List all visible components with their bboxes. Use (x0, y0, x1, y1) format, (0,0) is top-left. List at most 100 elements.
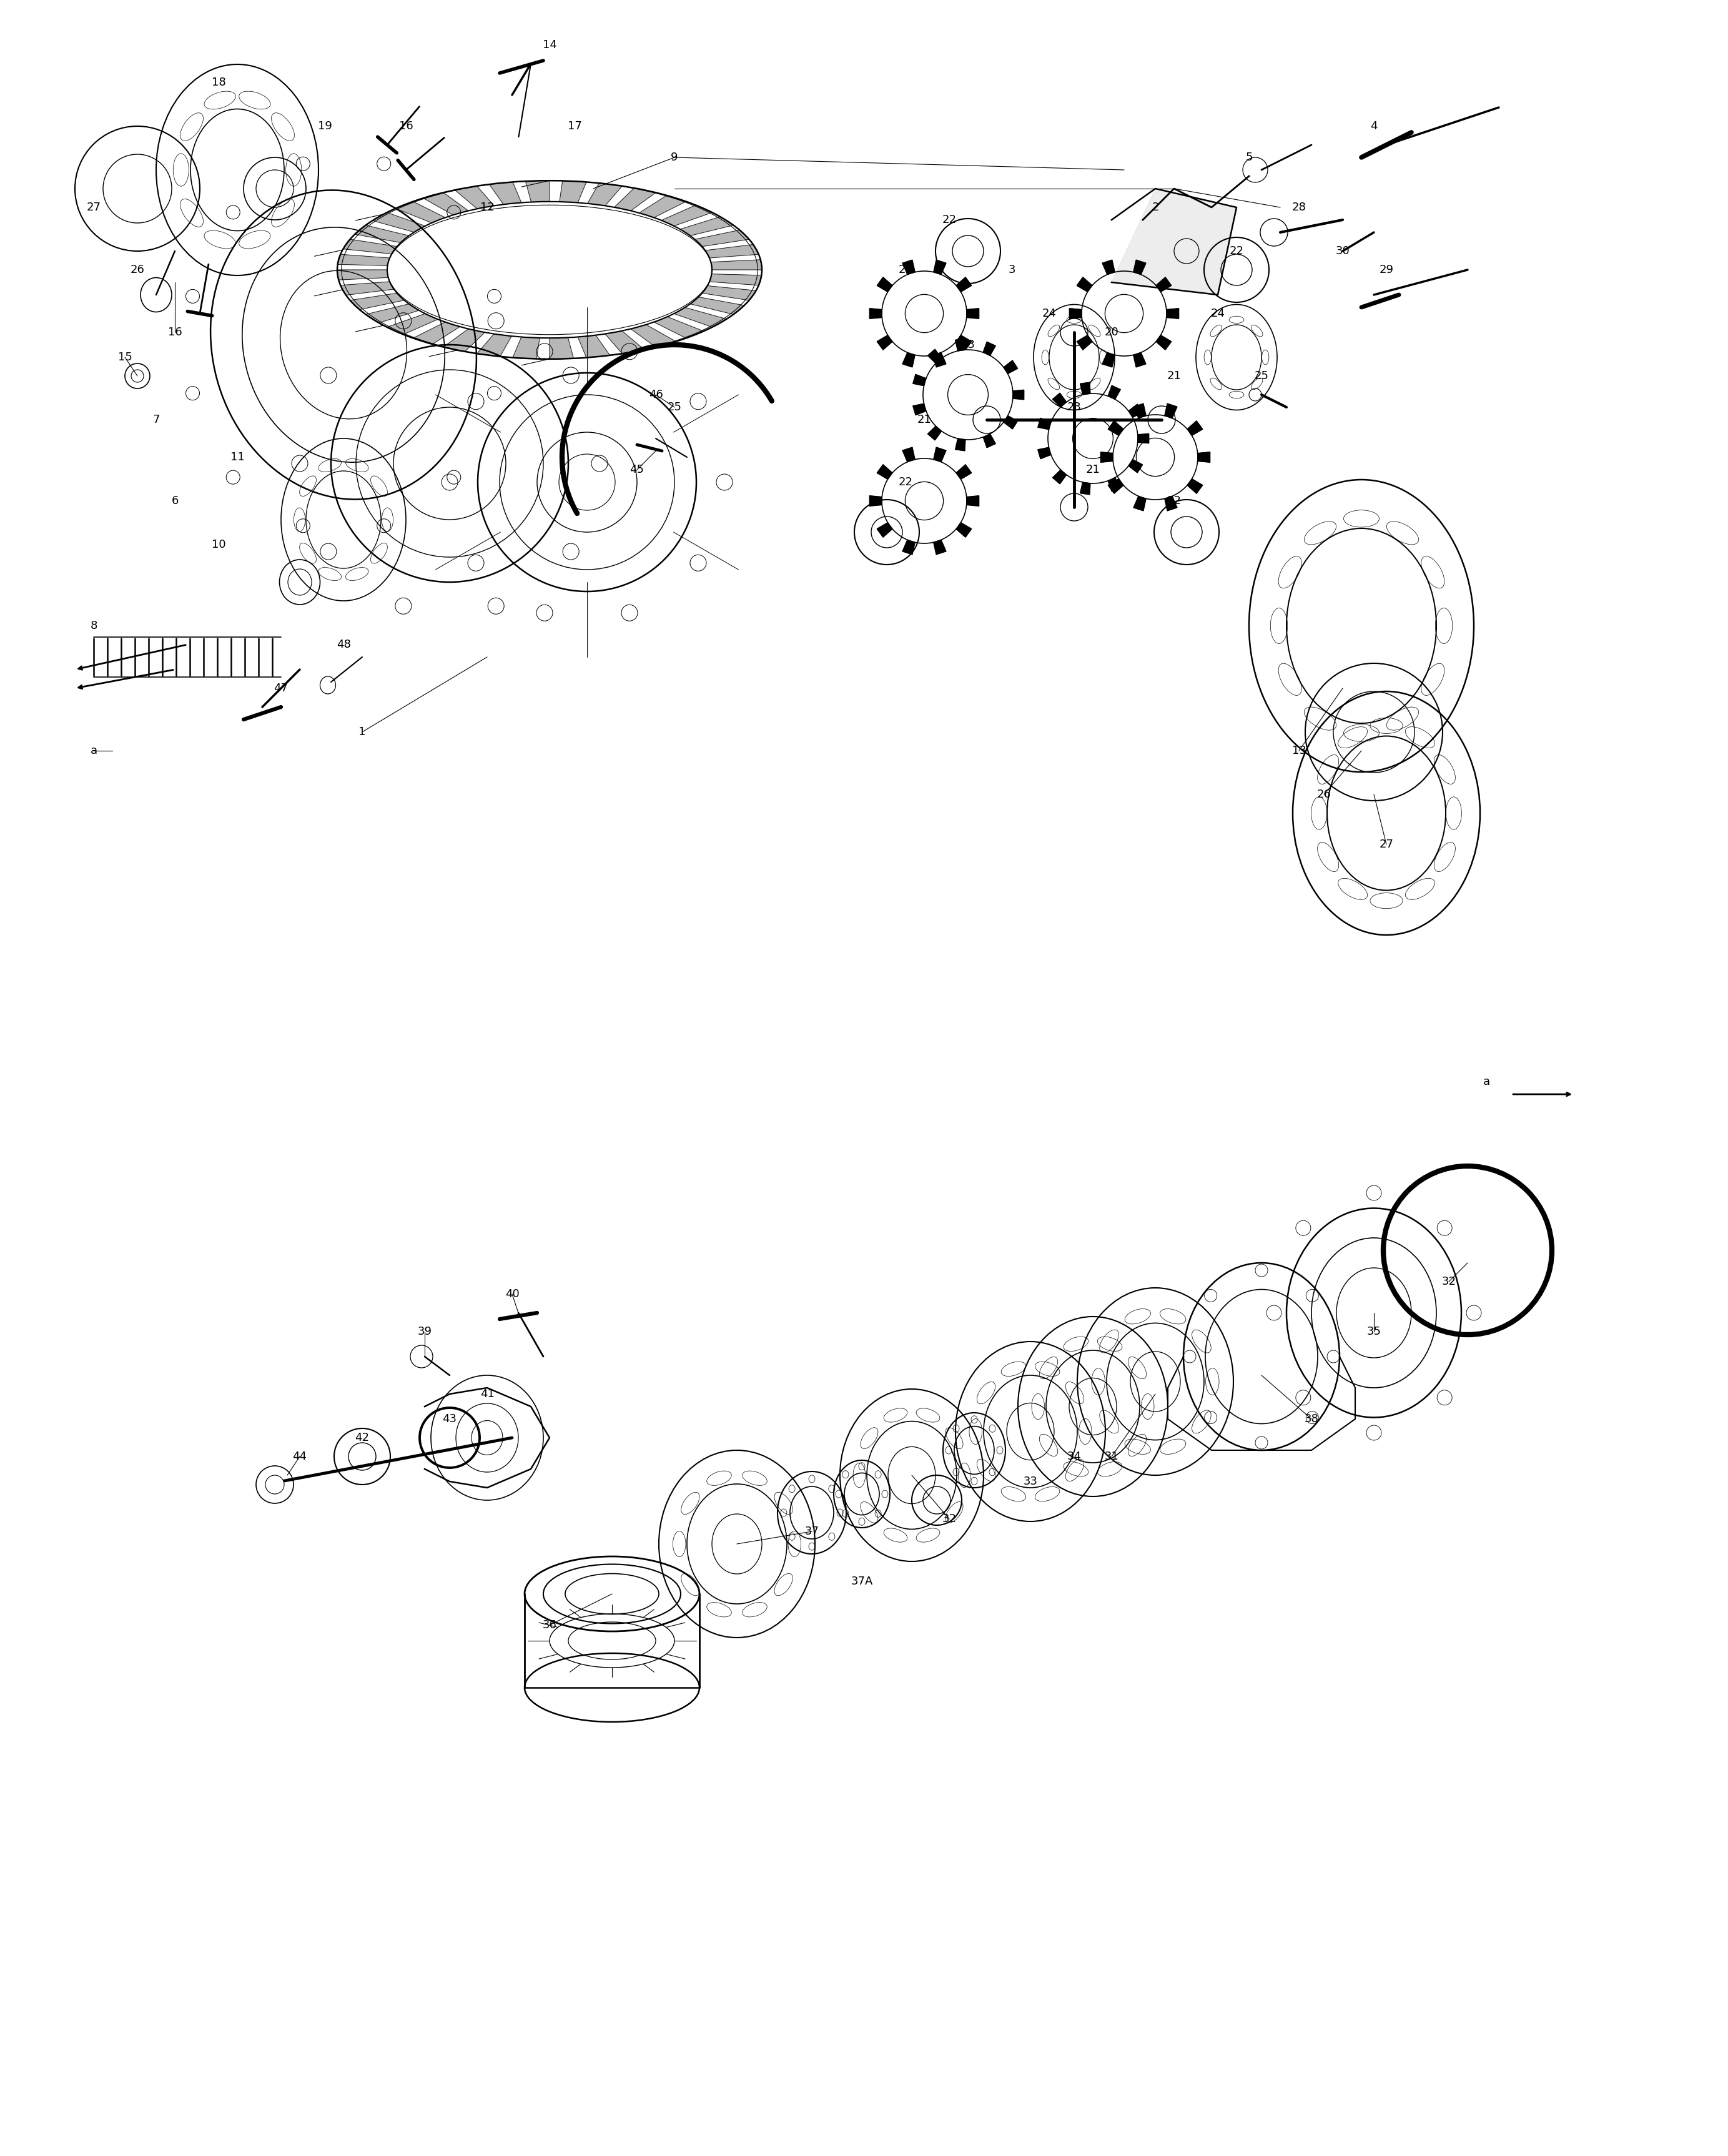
Text: 23: 23 (1066, 401, 1082, 412)
Polygon shape (933, 446, 947, 461)
Text: 38: 38 (1305, 1414, 1318, 1425)
Polygon shape (1102, 354, 1115, 367)
Text: 3: 3 (1007, 265, 1016, 276)
Polygon shape (387, 313, 437, 334)
Polygon shape (933, 354, 947, 367)
Polygon shape (1156, 334, 1172, 349)
Polygon shape (354, 224, 410, 244)
Polygon shape (1165, 403, 1177, 418)
Text: 5: 5 (1246, 151, 1253, 164)
Text: 30: 30 (1336, 246, 1350, 257)
Circle shape (266, 1475, 283, 1494)
Polygon shape (489, 181, 522, 205)
Text: 37: 37 (805, 1526, 819, 1537)
Text: 22: 22 (942, 213, 956, 226)
Polygon shape (423, 192, 468, 216)
Text: 8: 8 (90, 621, 97, 632)
Text: 37A: 37A (850, 1576, 873, 1587)
Text: 22: 22 (1166, 496, 1182, 507)
Polygon shape (956, 464, 971, 479)
Polygon shape (639, 196, 686, 218)
Text: 2: 2 (1153, 203, 1159, 213)
Polygon shape (902, 446, 916, 461)
Polygon shape (956, 338, 966, 351)
Text: 22: 22 (899, 476, 912, 487)
Polygon shape (550, 338, 574, 360)
Text: 33: 33 (1023, 1477, 1037, 1488)
Polygon shape (689, 298, 745, 315)
Polygon shape (337, 270, 389, 280)
Polygon shape (513, 336, 539, 358)
Text: 20: 20 (1104, 328, 1118, 338)
Polygon shape (928, 427, 942, 440)
Text: 16: 16 (168, 328, 181, 338)
Polygon shape (1134, 403, 1146, 418)
Polygon shape (983, 343, 995, 356)
Polygon shape (705, 244, 759, 259)
Polygon shape (477, 334, 511, 356)
Polygon shape (605, 330, 645, 354)
Text: 27: 27 (1379, 839, 1393, 849)
Polygon shape (1004, 360, 1018, 373)
Polygon shape (878, 522, 892, 537)
Polygon shape (1101, 453, 1113, 461)
Polygon shape (1108, 479, 1123, 494)
Polygon shape (1108, 479, 1120, 492)
Text: 44: 44 (292, 1451, 308, 1462)
Polygon shape (1108, 386, 1120, 399)
Polygon shape (933, 539, 947, 554)
Polygon shape (878, 278, 892, 291)
Text: 25: 25 (667, 401, 681, 412)
Text: 16: 16 (399, 121, 413, 132)
Polygon shape (1156, 278, 1172, 291)
Polygon shape (373, 213, 425, 233)
Text: 32: 32 (1441, 1276, 1457, 1287)
Polygon shape (869, 308, 881, 319)
Text: 47: 47 (273, 683, 289, 694)
Polygon shape (577, 334, 610, 358)
Text: 48: 48 (337, 638, 351, 651)
Polygon shape (956, 334, 971, 349)
Polygon shape (912, 375, 926, 386)
Polygon shape (631, 326, 676, 347)
Polygon shape (1128, 403, 1142, 418)
Text: 36: 36 (543, 1619, 556, 1630)
Polygon shape (983, 433, 995, 448)
Polygon shape (1080, 382, 1090, 395)
Polygon shape (1187, 420, 1203, 436)
Polygon shape (1102, 261, 1115, 274)
Polygon shape (1013, 390, 1025, 399)
Polygon shape (681, 218, 733, 235)
Polygon shape (912, 403, 926, 416)
Text: 25: 25 (1255, 371, 1268, 382)
Polygon shape (710, 259, 762, 270)
Text: 24: 24 (1211, 308, 1225, 319)
Text: 21: 21 (1085, 464, 1101, 474)
Text: 32: 32 (942, 1514, 956, 1524)
Polygon shape (1039, 448, 1051, 459)
Polygon shape (695, 231, 750, 246)
Polygon shape (366, 304, 418, 323)
Text: 7: 7 (152, 414, 159, 425)
Polygon shape (1070, 308, 1082, 319)
Polygon shape (344, 239, 397, 254)
Polygon shape (1077, 334, 1092, 349)
Polygon shape (560, 181, 586, 203)
Polygon shape (966, 308, 980, 319)
Text: 13: 13 (1293, 746, 1306, 757)
Text: 10: 10 (211, 539, 226, 550)
Text: 11: 11 (230, 451, 244, 464)
Text: 41: 41 (480, 1388, 494, 1399)
Polygon shape (337, 254, 389, 265)
Polygon shape (413, 321, 460, 345)
Text: 42: 42 (354, 1432, 370, 1442)
Polygon shape (1052, 470, 1066, 483)
Text: 14: 14 (543, 39, 556, 50)
Polygon shape (1137, 433, 1149, 444)
Polygon shape (525, 181, 550, 203)
Text: 12: 12 (480, 203, 494, 213)
Polygon shape (928, 349, 942, 364)
Polygon shape (396, 201, 446, 222)
Polygon shape (956, 278, 971, 291)
Text: 6: 6 (171, 496, 178, 507)
